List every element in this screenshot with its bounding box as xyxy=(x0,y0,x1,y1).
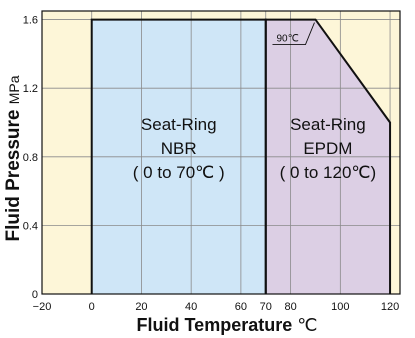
y-tick-labels: 0 0.4 0.8 1.2 1.6 xyxy=(23,15,38,301)
x-tick-label: 100 xyxy=(331,301,349,313)
y-tick-label: 1.6 xyxy=(23,15,38,27)
x-tick-label: 70 xyxy=(260,301,272,313)
x-tick-labels: −20 0 20 40 60 70 80 100 120 xyxy=(33,301,400,313)
annotation-label-1: 90℃ xyxy=(276,34,298,45)
region-label-2-line-3: ( 0 to 120℃) xyxy=(280,163,377,182)
x-tick-label: 80 xyxy=(284,301,296,313)
region-label-layer: Seat-Ring NBR ( 0 to 70℃ ) Seat-Ring EPDM ( 0… xyxy=(133,115,376,182)
region-label-2-line-2: EPDM xyxy=(303,139,352,158)
x-axis-unit: ℃ xyxy=(297,315,317,335)
x-tick-label: −20 xyxy=(33,301,52,313)
region-label-1-line-1: Seat-Ring xyxy=(141,115,217,134)
y-tick-label: 0.4 xyxy=(23,220,38,232)
x-tick-label: 40 xyxy=(185,301,197,313)
plot-frame xyxy=(41,10,401,295)
x-tick-label: 60 xyxy=(235,301,247,313)
x-axis-label: Fluid Temperature xyxy=(137,315,298,335)
x-axis-title: Fluid Temperature ℃ xyxy=(137,315,318,335)
region-label-2-line-1: Seat-Ring xyxy=(290,115,366,134)
y-axis-label: Fluid Pressure xyxy=(3,104,24,241)
x-tick-label: 20 xyxy=(135,301,147,313)
y-axis-unit: MPa xyxy=(6,75,22,104)
annotation-leader-1 xyxy=(272,22,315,46)
x-tick-label: 0 xyxy=(89,301,95,313)
grid-layer xyxy=(41,11,400,295)
y-tick-label: 1.2 xyxy=(23,83,38,95)
y-tick-label: 0.8 xyxy=(23,152,38,164)
region-outline-2 xyxy=(264,18,392,294)
x-tick-label: 120 xyxy=(381,301,399,313)
y-axis-title: Fluid Pressure MPa xyxy=(3,75,24,241)
annotation-layer: 90℃ xyxy=(272,22,315,46)
y-tick-label: 0 xyxy=(32,289,38,301)
region-label-1-line-2: NBR xyxy=(161,139,197,158)
region-label-1-line-3: ( 0 to 70℃ ) xyxy=(133,163,225,182)
outline-layer xyxy=(41,10,401,295)
